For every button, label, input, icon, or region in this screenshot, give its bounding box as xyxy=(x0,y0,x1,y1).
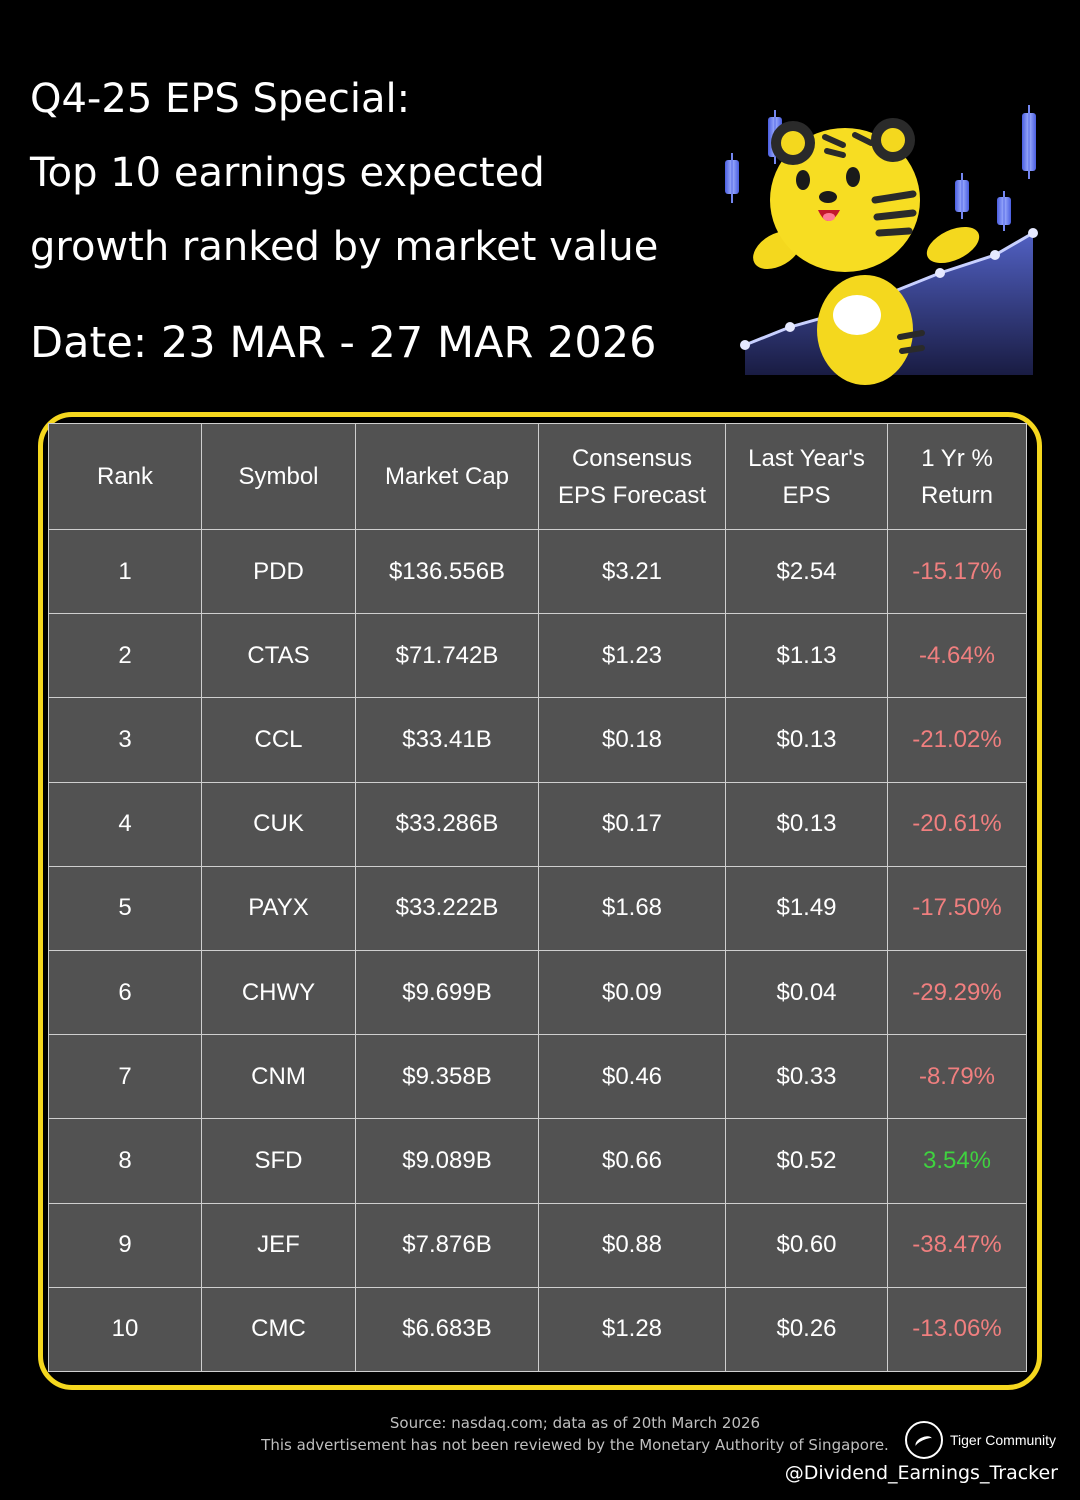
symbol-cell: PAYX xyxy=(201,865,356,951)
forecast-cell: $0.88 xyxy=(538,1202,726,1288)
market-cap-cell: $9.699B xyxy=(355,949,539,1036)
account-handle: @Dividend_Earnings_Tracker xyxy=(784,1462,1058,1484)
title-line-3: growth ranked by market value xyxy=(30,224,659,270)
tiger-mascot-icon xyxy=(725,105,1038,385)
table-row: 9 JEF $7.876B $0.88 $0.60 -38.47% xyxy=(48,1202,1027,1288)
last-eps-cell: $1.13 xyxy=(725,613,888,699)
table-row: 4 CUK $33.286B $0.17 $0.13 -20.61% xyxy=(48,781,1027,867)
last-eps-cell: $0.13 xyxy=(725,781,888,867)
return-cell: -21.02% xyxy=(887,697,1027,783)
disclaimer-text: This advertisement has not been reviewed… xyxy=(261,1436,889,1454)
return-cell: -4.64% xyxy=(887,613,1027,699)
table-row: 5 PAYX $33.222B $1.68 $1.49 -17.50% xyxy=(48,865,1027,951)
table-row: 8 SFD $9.089B $0.66 $0.52 3.54% xyxy=(48,1118,1027,1204)
table-row: 6 CHWY $9.699B $0.09 $0.04 -29.29% xyxy=(48,949,1027,1036)
return-cell: -29.29% xyxy=(887,949,1027,1036)
rank-cell: 10 xyxy=(48,1286,202,1373)
rank-cell: 7 xyxy=(48,1034,202,1120)
market-cap-cell: $71.742B xyxy=(355,613,539,699)
rank-cell: 1 xyxy=(48,528,202,615)
last-eps-cell: $0.60 xyxy=(725,1202,888,1288)
earnings-table: Rank Symbol Market Cap Consensus EPS For… xyxy=(48,423,1027,1373)
rank-cell: 4 xyxy=(48,781,202,867)
table-row: 3 CCL $33.41B $0.18 $0.13 -21.02% xyxy=(48,697,1027,783)
forecast-cell: $1.68 xyxy=(538,865,726,951)
forecast-cell: $0.46 xyxy=(538,1034,726,1120)
forecast-cell: $0.66 xyxy=(538,1118,726,1204)
rank-cell: 5 xyxy=(48,865,202,951)
symbol-cell: CTAS xyxy=(201,613,356,699)
rank-cell: 3 xyxy=(48,697,202,783)
return-cell: -17.50% xyxy=(887,865,1027,951)
table-row: 10 CMC $6.683B $1.28 $0.26 -13.06% xyxy=(48,1286,1027,1373)
forecast-cell: $1.23 xyxy=(538,613,726,699)
table-row: 7 CNM $9.358B $0.46 $0.33 -8.79% xyxy=(48,1034,1027,1120)
symbol-cell: JEF xyxy=(201,1202,356,1288)
forecast-cell: $1.28 xyxy=(538,1286,726,1373)
rank-cell: 9 xyxy=(48,1202,202,1288)
title-block: Q4-25 EPS Special: Top 10 earnings expec… xyxy=(30,62,730,284)
tiger-community-logo: Tiger Community xyxy=(905,1420,1056,1460)
header-1yr-return: 1 Yr % Return xyxy=(887,423,1027,530)
symbol-cell: PDD xyxy=(201,528,356,615)
market-cap-cell: $9.089B xyxy=(355,1118,539,1204)
last-eps-cell: $0.04 xyxy=(725,949,888,1036)
symbol-cell: CNM xyxy=(201,1034,356,1120)
last-eps-cell: $0.26 xyxy=(725,1286,888,1373)
tiger-logo-icon xyxy=(905,1421,943,1459)
forecast-cell: $3.21 xyxy=(538,528,726,615)
header-rank: Rank xyxy=(48,423,202,530)
rank-cell: 6 xyxy=(48,949,202,1036)
header-last-year-eps: Last Year's EPS xyxy=(725,423,888,530)
rank-cell: 2 xyxy=(48,613,202,699)
market-cap-cell: $7.876B xyxy=(355,1202,539,1288)
market-cap-cell: $9.358B xyxy=(355,1034,539,1120)
table-header-row: Rank Symbol Market Cap Consensus EPS For… xyxy=(48,423,1027,530)
source-text: Source: nasdaq.com; data as of 20th Marc… xyxy=(389,1414,761,1432)
table-row: 1 PDD $136.556B $3.21 $2.54 -15.17% xyxy=(48,528,1027,615)
forecast-cell: $0.18 xyxy=(538,697,726,783)
return-cell: -38.47% xyxy=(887,1202,1027,1288)
rank-cell: 8 xyxy=(48,1118,202,1204)
return-cell: -20.61% xyxy=(887,781,1027,867)
last-eps-cell: $1.49 xyxy=(725,865,888,951)
market-cap-cell: $33.286B xyxy=(355,781,539,867)
last-eps-cell: $0.33 xyxy=(725,1034,888,1120)
market-cap-cell: $6.683B xyxy=(355,1286,539,1373)
symbol-cell: SFD xyxy=(201,1118,356,1204)
market-cap-cell: $33.222B xyxy=(355,865,539,951)
last-eps-cell: $0.13 xyxy=(725,697,888,783)
symbol-cell: CMC xyxy=(201,1286,356,1373)
symbol-cell: CUK xyxy=(201,781,356,867)
return-cell: -8.79% xyxy=(887,1034,1027,1120)
market-cap-cell: $33.41B xyxy=(355,697,539,783)
symbol-cell: CCL xyxy=(201,697,356,783)
footer-source: Source: nasdaq.com; data as of 20th Marc… xyxy=(0,1412,1080,1456)
header-market-cap: Market Cap xyxy=(355,423,539,530)
return-cell: -15.17% xyxy=(887,528,1027,615)
forecast-cell: $0.09 xyxy=(538,949,726,1036)
header-consensus-eps: Consensus EPS Forecast xyxy=(538,423,726,530)
symbol-cell: CHWY xyxy=(201,949,356,1036)
header-symbol: Symbol xyxy=(201,423,356,530)
brand-label: Tiger Community xyxy=(950,1432,1057,1448)
last-eps-cell: $2.54 xyxy=(725,528,888,615)
table-row: 2 CTAS $71.742B $1.23 $1.13 -4.64% xyxy=(48,613,1027,699)
return-cell: -13.06% xyxy=(887,1286,1027,1373)
title-line-1: Q4-25 EPS Special: xyxy=(30,76,411,122)
date-range: Date: 23 MAR - 27 MAR 2026 xyxy=(30,318,657,368)
forecast-cell: $0.17 xyxy=(538,781,726,867)
return-cell: 3.54% xyxy=(887,1118,1027,1204)
last-eps-cell: $0.52 xyxy=(725,1118,888,1204)
market-cap-cell: $136.556B xyxy=(355,528,539,615)
title-line-2: Top 10 earnings expected xyxy=(30,150,545,196)
